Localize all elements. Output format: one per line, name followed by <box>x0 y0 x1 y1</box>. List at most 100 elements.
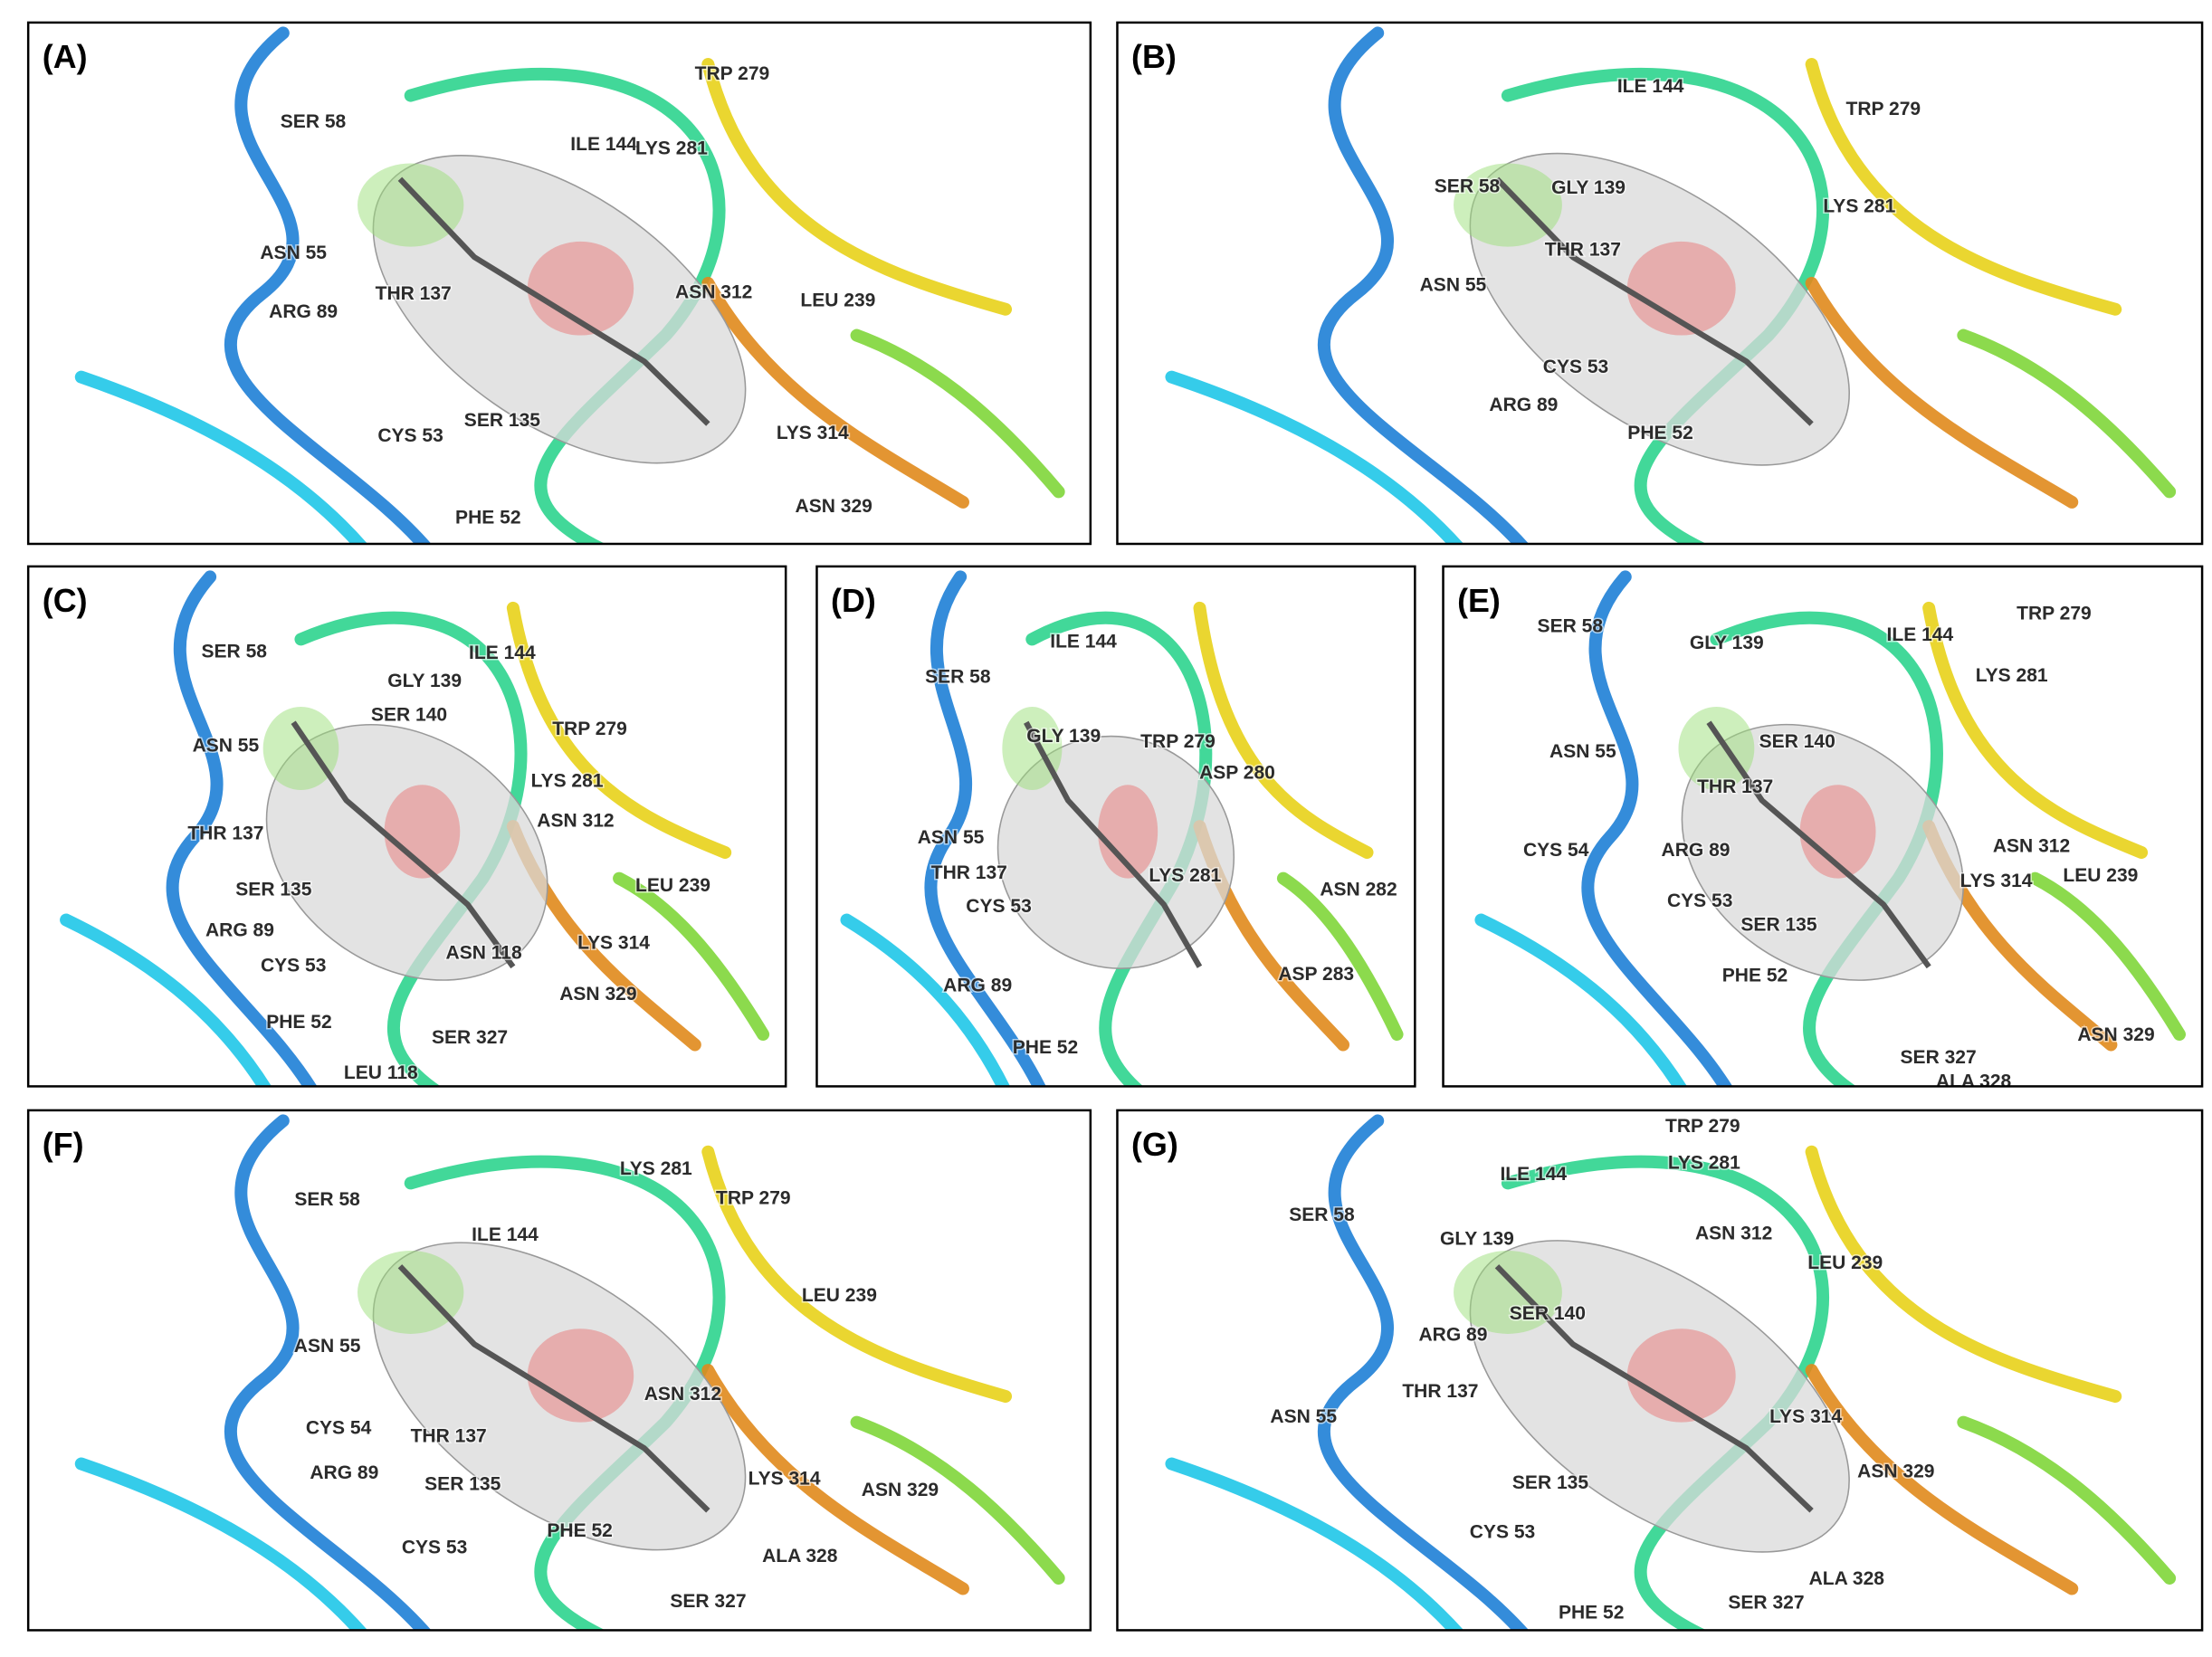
ligand-hydrophobic-region <box>1454 1251 1562 1334</box>
residue-label: ASP 280 <box>1199 762 1275 783</box>
protein-ribbon <box>701 1145 1013 1403</box>
residue-label: PHE 52 <box>1013 1037 1078 1058</box>
ligand-sticks <box>1494 176 1814 426</box>
protein-ribbon <box>1165 1457 1464 1631</box>
panel-label: (B) <box>1131 39 1177 75</box>
ligand-sticks <box>291 720 516 969</box>
residue-label: ILE 144 <box>472 1224 539 1245</box>
residue-label: THR 137 <box>376 283 452 304</box>
residue-label: TRP 279 <box>2017 603 2092 624</box>
residue-label: CYS 53 <box>402 1538 467 1558</box>
protein-ribbon <box>224 1114 432 1631</box>
ligand-polar-region <box>527 241 634 336</box>
residue-label: GLY 139 <box>1026 726 1101 747</box>
ligand-sticks <box>397 1264 710 1513</box>
protein-ribbon <box>850 1415 1065 1585</box>
panel-label: (D) <box>831 583 876 619</box>
protein-ribbon <box>1805 1364 2079 1595</box>
ligand-sticks <box>397 176 710 426</box>
residue-label: THR 137 <box>1697 776 1773 797</box>
residue-label: THR 137 <box>411 1426 487 1447</box>
protein-ribbon <box>74 1457 368 1631</box>
residue-label: ARG 89 <box>205 920 274 941</box>
residue-label: SER 140 <box>1510 1303 1586 1324</box>
residue-label: THR 137 <box>1402 1381 1478 1402</box>
residue-label: PHE 52 <box>455 508 520 529</box>
residue-label: PHE 52 <box>1722 966 1788 986</box>
protein-ribbon <box>1317 26 1530 544</box>
residue-label: LYS 314 <box>1960 871 2033 891</box>
panel-border <box>1442 565 2204 1088</box>
residue-label: ASN 118 <box>446 943 522 964</box>
ligand-hydrophobic-region <box>1678 707 1755 790</box>
residue-label: LYS 314 <box>1769 1406 1842 1427</box>
residue-label: ASN 55 <box>1549 741 1616 762</box>
residue-label: ALA 328 <box>1809 1568 1885 1589</box>
residue-label: LYS 281 <box>1823 195 1895 216</box>
residue-label: ARG 89 <box>310 1462 378 1483</box>
residue-label: LYS 314 <box>777 423 849 443</box>
residue-label: ASN 312 <box>1695 1223 1772 1243</box>
residue-label: LEU 239 <box>800 290 875 311</box>
residue-label: LEU 239 <box>2063 865 2138 886</box>
protein-ribbon <box>60 913 272 1087</box>
residue-label: ILE 144 <box>1050 632 1117 652</box>
residue-label: SER 327 <box>670 1591 746 1612</box>
residue-label: LYS 281 <box>531 771 604 792</box>
protein-ribbon <box>1957 1415 2177 1585</box>
protein-ribbon <box>166 570 318 1087</box>
protein-ribbon <box>1474 913 1687 1087</box>
residue-label: ARG 89 <box>1489 395 1558 415</box>
panel: SER 58 ILE 144 TRP 279 GLY 139 LYS 281 SER 14… <box>1443 566 2203 1087</box>
panel-border <box>26 565 787 1088</box>
residue-label: LEU 239 <box>1807 1252 1883 1273</box>
residue-label: CYS 53 <box>966 896 1031 917</box>
residue-label: ASN 55 <box>1270 1406 1337 1427</box>
residue-label: LEU 239 <box>635 875 710 896</box>
residue-label: CYS 53 <box>377 425 443 446</box>
protein-ribbon <box>1805 276 2079 509</box>
residue-label: TRP 279 <box>695 63 770 84</box>
ligand-polar-region <box>384 785 461 879</box>
residue-label: ASN 312 <box>675 281 752 302</box>
panel-border <box>815 565 1416 1088</box>
protein-ribbon <box>2028 871 2187 1041</box>
protein-ribbon <box>1193 601 1374 859</box>
residue-label: LYS 314 <box>748 1468 821 1489</box>
residue-label: TRP 279 <box>1665 1116 1740 1137</box>
protein-ribbon <box>1581 570 1733 1087</box>
panel-label: (F) <box>43 1127 84 1163</box>
protein-ribbon <box>74 370 368 544</box>
ligand-polar-region <box>1799 785 1876 879</box>
panel-border <box>26 21 1092 546</box>
residue-label: SER 58 <box>294 1189 360 1210</box>
residue-label: ASN 312 <box>537 810 614 831</box>
panel: TRP 279 LYS 281 ILE 144 ASN 312 SER 58 GLY 13… <box>1117 1109 2203 1631</box>
residue-label: ASN 329 <box>796 496 872 517</box>
residue-label: ARG 89 <box>269 301 338 322</box>
protein-ribbon <box>1317 1114 1530 1631</box>
residue-label: LEU 118 <box>344 1062 418 1083</box>
protein-ribbon <box>850 329 1065 499</box>
residue-label: SER 135 <box>1740 915 1816 936</box>
residue-label: CYS 53 <box>1543 357 1608 377</box>
residue-label: ASN 55 <box>1420 275 1487 296</box>
residue-label: LYS 281 <box>620 1158 692 1179</box>
residue-label: SER 327 <box>1728 1592 1804 1613</box>
residue-label: TRP 279 <box>1140 731 1216 752</box>
residue-label: CYS 53 <box>1470 1522 1535 1543</box>
residue-label: ILE 144 <box>570 134 637 155</box>
residue-label: TRP 279 <box>552 719 627 739</box>
residue-label: TRP 279 <box>1846 99 1921 119</box>
residue-label: SER 58 <box>1538 615 1604 636</box>
residue-label: LYS 281 <box>635 138 708 159</box>
protein-ribbon <box>701 57 1013 316</box>
residue-label: CYS 53 <box>261 956 326 976</box>
residue-label: SER 58 <box>925 666 991 687</box>
residue-label: SER 140 <box>1759 731 1835 752</box>
residue-label: SER 135 <box>424 1474 501 1495</box>
residue-label: ALA 328 <box>762 1546 838 1567</box>
